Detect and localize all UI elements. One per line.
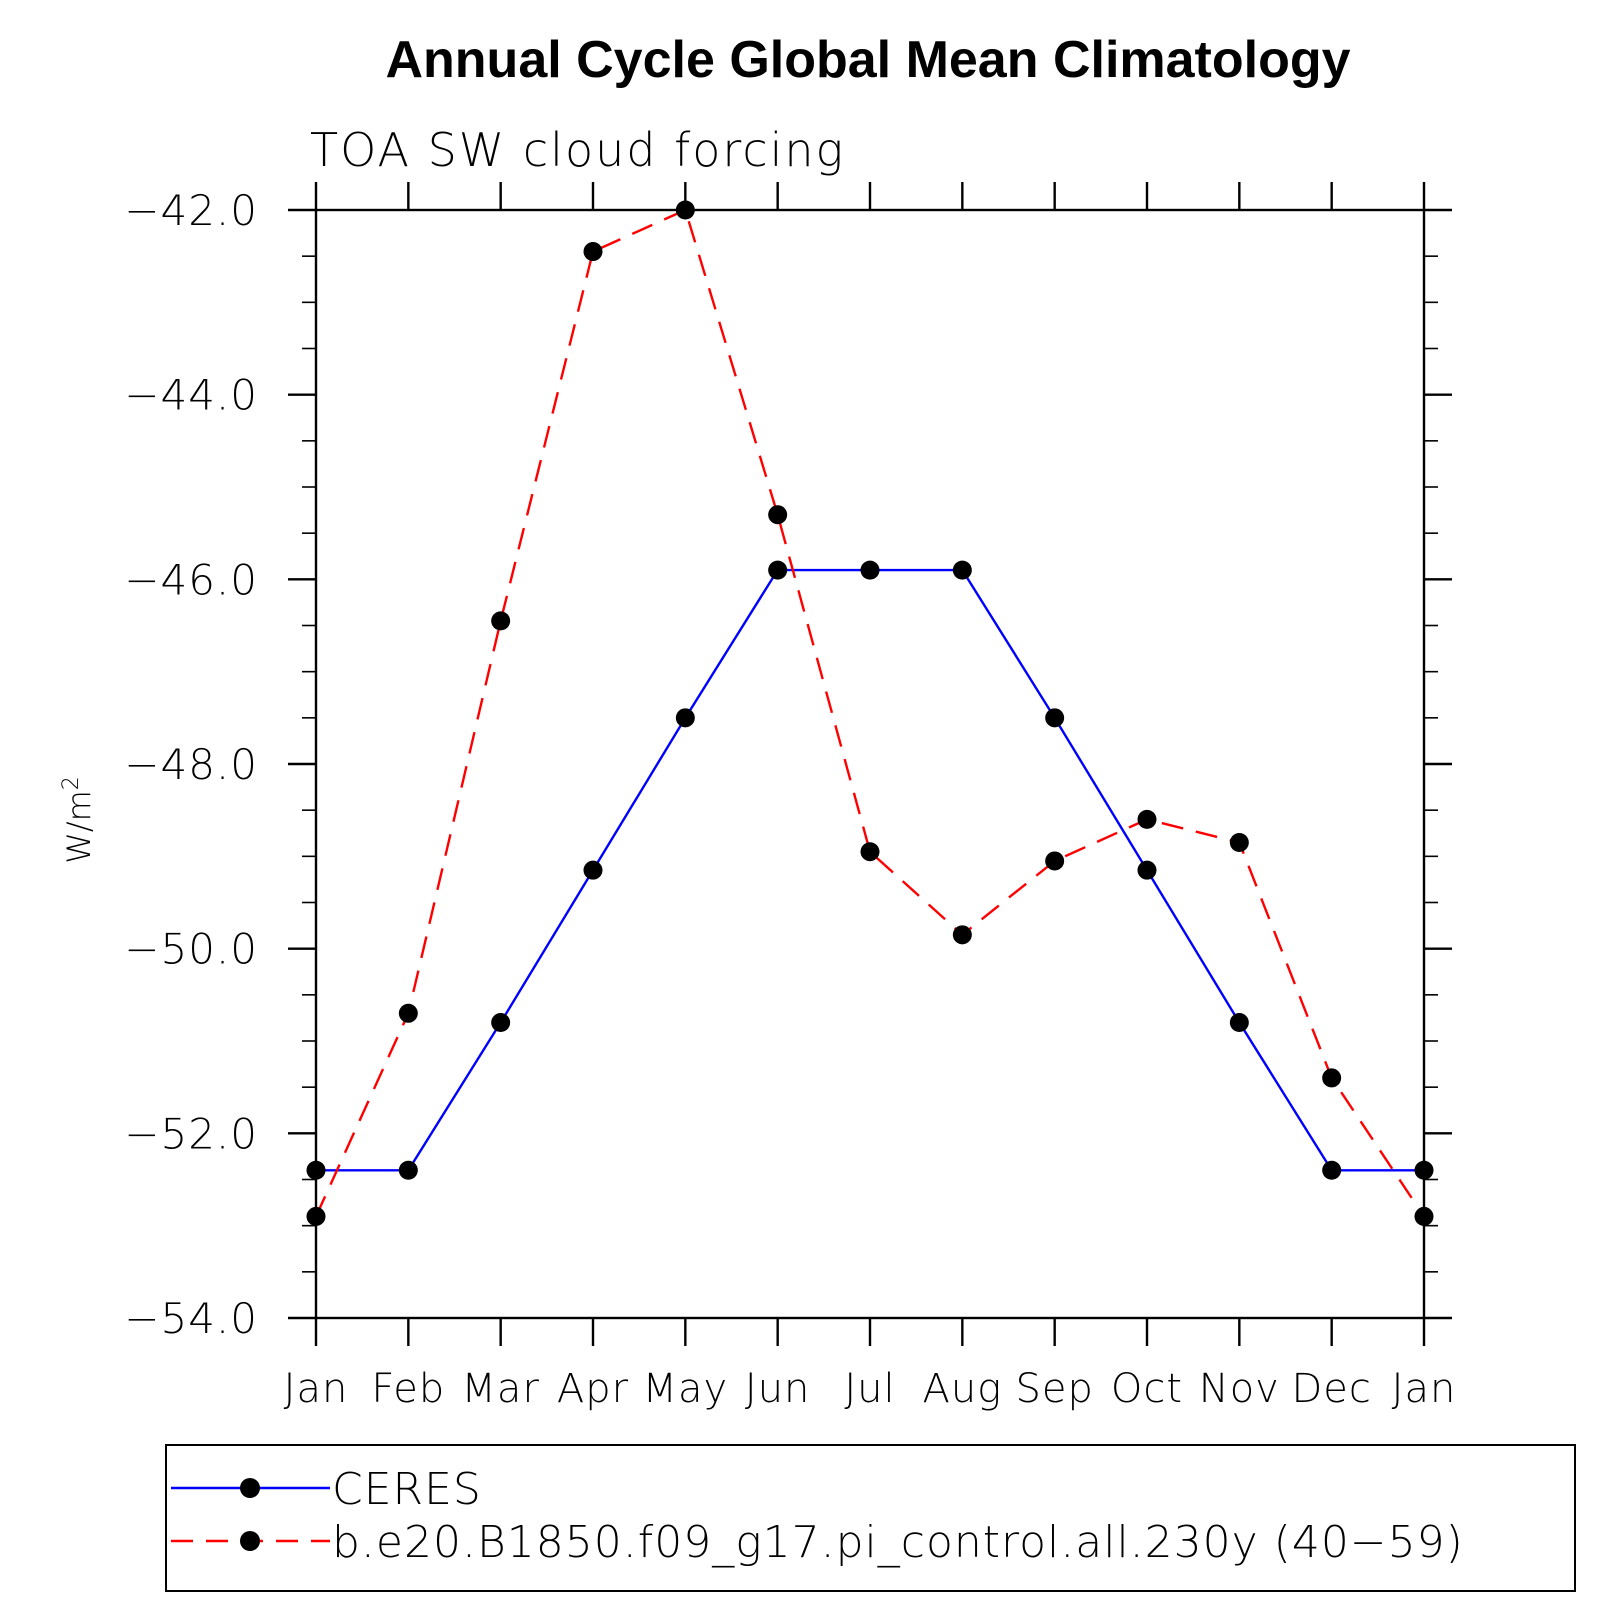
series-0-point bbox=[1045, 708, 1065, 728]
series-1-point bbox=[1045, 851, 1065, 871]
y-tick-label: −48.0 bbox=[124, 740, 258, 789]
legend-box bbox=[165, 1444, 1576, 1592]
legend-ceres-label: CERES bbox=[332, 1464, 482, 1515]
x-tick-label: Oct bbox=[1111, 1366, 1183, 1412]
x-tick-label: Jul bbox=[844, 1366, 895, 1412]
y-tick-label: −42.0 bbox=[124, 186, 258, 235]
legend-ceres-marker bbox=[240, 1478, 260, 1498]
legend-model-marker bbox=[240, 1531, 260, 1551]
y-axis-label-base: W/m bbox=[60, 790, 98, 864]
legend-model-label: b.e20.B1850.f09_g17.pi_control.all.230y … bbox=[332, 1517, 1464, 1568]
y-tick-label: −50.0 bbox=[124, 925, 258, 974]
series-0-point bbox=[583, 860, 603, 880]
series-0-point bbox=[1137, 860, 1157, 880]
series-0-point bbox=[1414, 1160, 1434, 1180]
series-0-point bbox=[768, 560, 788, 580]
tick-labels: −42.0 −44.0 −46.0 −48.0 −50.0 −52.0 −54.0 Jan Fe… bbox=[124, 186, 1457, 1412]
y-axis-label-superscript: 2 bbox=[59, 776, 84, 790]
series-1-point bbox=[768, 505, 788, 525]
series-0-point bbox=[1229, 1013, 1249, 1033]
series-1-point bbox=[1414, 1206, 1434, 1226]
x-tick-label: Mar bbox=[461, 1366, 539, 1412]
series-line-0 bbox=[316, 568, 1424, 1172]
series-0-point bbox=[860, 560, 880, 580]
series-0-point bbox=[491, 1013, 511, 1033]
plot-frame bbox=[314, 208, 1426, 1320]
x-tick-label: Feb bbox=[371, 1366, 445, 1412]
y-tick-label: −52.0 bbox=[124, 1109, 258, 1158]
series-1-point bbox=[306, 1206, 326, 1226]
y-tick-label: −44.0 bbox=[124, 371, 258, 420]
series-layer bbox=[306, 200, 1434, 1226]
series-1-point bbox=[583, 242, 603, 262]
series-1-point bbox=[952, 925, 972, 945]
series-1-point bbox=[675, 200, 695, 220]
axes bbox=[288, 182, 1452, 1346]
x-tick-label: Jun bbox=[745, 1366, 811, 1412]
series-0-point bbox=[1322, 1160, 1342, 1180]
x-tick-label: Apr bbox=[557, 1366, 629, 1412]
series-0-point bbox=[306, 1160, 326, 1180]
x-tick-label: Sep bbox=[1015, 1366, 1093, 1412]
chart-subtitle: TOA SW cloud forcing bbox=[310, 123, 845, 177]
chart-title: Annual Cycle Global Mean Climatology bbox=[385, 31, 1350, 89]
y-axis-label: W/m2 bbox=[59, 776, 98, 864]
y-tick-label: −46.0 bbox=[124, 555, 258, 604]
series-1-point bbox=[1322, 1068, 1342, 1088]
x-tick-label: Nov bbox=[1199, 1366, 1280, 1412]
series-1-point bbox=[398, 1003, 418, 1023]
x-tick-label: Aug bbox=[922, 1366, 1002, 1412]
series-1-point bbox=[860, 842, 880, 862]
series-1-point bbox=[1229, 832, 1249, 852]
x-tick-label: Jan bbox=[284, 1366, 349, 1412]
series-0-point bbox=[398, 1160, 418, 1180]
svg-text:W/m2: W/m2 bbox=[59, 776, 98, 864]
x-tick-label: Dec bbox=[1291, 1366, 1371, 1412]
series-1-point bbox=[1137, 809, 1157, 829]
series-0-point bbox=[675, 708, 695, 728]
y-tick-label: −54.0 bbox=[124, 1294, 258, 1343]
series-1-point bbox=[491, 611, 511, 631]
x-tick-label: Jan bbox=[1392, 1366, 1457, 1412]
series-line-1 bbox=[314, 208, 1425, 1218]
legend: CERES b.e20.B1850.f09_g17.pi_control.all… bbox=[165, 1444, 1576, 1592]
x-tick-label: May bbox=[642, 1366, 728, 1412]
series-0-point bbox=[952, 560, 972, 580]
